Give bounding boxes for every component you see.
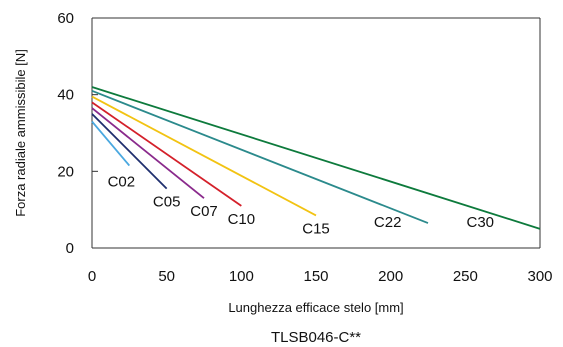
series-label-c10: C10 (228, 211, 256, 228)
x-ticks: 0 50 100 150 200 250 300 (88, 268, 553, 285)
y-tick-label: 0 (66, 240, 74, 257)
y-tick-label: 40 (57, 87, 74, 104)
x-tick-label: 0 (88, 268, 96, 285)
series-line-c22 (91, 89, 429, 224)
series-label-c22: C22 (374, 214, 402, 231)
series-label-c05: C05 (153, 194, 181, 211)
x-tick-label: 50 (158, 268, 175, 285)
x-axis-title: Lunghezza efficace stelo [mm] (228, 300, 403, 315)
series-label-c02: C02 (108, 174, 136, 191)
series-line-c02 (91, 120, 131, 167)
series-label-c15: C15 (302, 220, 330, 237)
series-label-c07: C07 (190, 203, 218, 220)
y-axis-title: Forza radiale ammissibile [N] (13, 49, 28, 217)
x-tick-label: 200 (378, 268, 403, 285)
x-tick-label: 150 (303, 268, 328, 285)
y-tick-label: 20 (57, 163, 74, 180)
series-lines (91, 86, 541, 230)
y-tick-label: 60 (57, 10, 74, 27)
series-line-c07 (91, 107, 205, 199)
x-tick-label: 250 (453, 268, 478, 285)
series-line-c30 (91, 86, 541, 230)
series-label-c30: C30 (467, 214, 495, 231)
series-line-c10 (91, 101, 242, 207)
series-labels: C02 C05 C07 C10 C15 C22 C30 (108, 174, 494, 238)
y-ticks: 0 20 40 60 (57, 10, 98, 257)
chart-caption: TLSB046-C** (271, 329, 361, 346)
series-line-c05 (91, 113, 168, 190)
series-line-c15 (91, 95, 317, 217)
x-tick-label: 300 (527, 268, 552, 285)
plot-frame (91, 17, 541, 249)
x-tick-label: 100 (229, 268, 254, 285)
